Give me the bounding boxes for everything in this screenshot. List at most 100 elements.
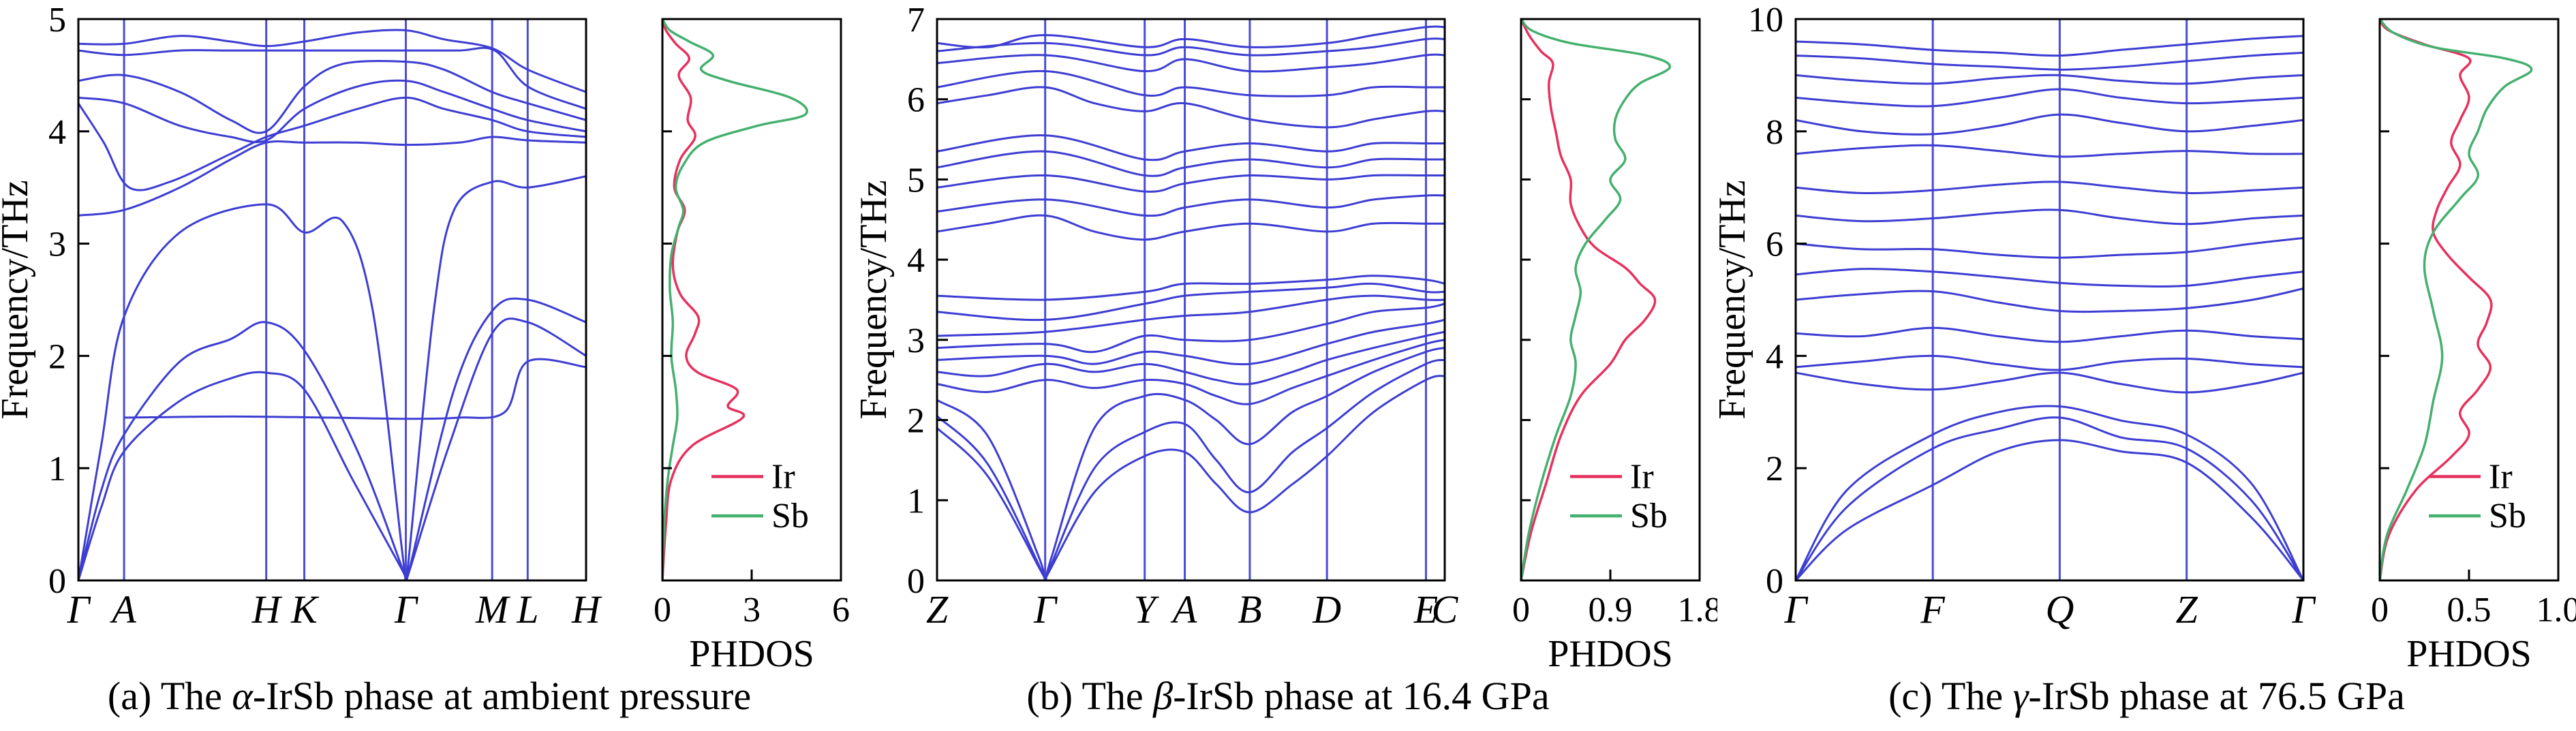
kpoint-label: Γ [394,587,418,632]
y-tick-label: 0 [48,562,66,601]
frequency-axis-label: Frequency/THz [859,180,895,419]
phonon-band-curve [78,29,586,93]
phonon-band-curve [937,150,1445,177]
phonon-band-curve [937,53,1445,73]
y-tick-label: 2 [1766,450,1783,488]
y-tick-label: 4 [1766,337,1783,376]
phonon-band-curve [78,136,586,217]
caption-rest: -IrSb phase at ambient pressure [252,674,752,718]
phonon-band-curve [937,318,1445,366]
dos-x-tick-label: 3 [743,591,761,629]
legend-label-ir: Ir [1630,458,1654,497]
y-tick-label: 3 [907,322,925,360]
phonon-band-curve [937,294,1445,337]
phdos-curve-ir [2380,19,2493,580]
dos-x-tick-label: 1.8 [1678,591,1718,629]
kpoint-label: A [1170,587,1197,632]
y-tick-label: 2 [907,402,925,441]
phonon-band-curve [1796,416,2303,580]
phonon-band-curve [1796,74,2303,85]
y-tick-label: 1 [48,450,66,488]
caption-prefix: (b) The [1026,674,1154,718]
phonon-band-curve [937,174,1445,193]
phdos-curve-ir [1521,19,1657,580]
kpoint-label: F [1920,587,1945,632]
dos-x-tick-label: 0.5 [2447,591,2491,629]
kpoint-label: A [109,587,136,632]
frequency-axis-label: Frequency/THz [1717,180,1753,419]
kpoint-label: Γ [67,587,91,632]
panel-caption-c: (c) The γ-IrSb phase at 76.5 GPa [1717,673,2576,719]
phonon-band-curve [78,96,586,191]
legend-label-sb: Sb [2489,497,2526,535]
phonon-band-curve [1796,354,2303,371]
dos-x-tick-label: 0.9 [1589,591,1633,629]
y-tick-label: 1 [907,482,925,520]
kpoint-label: H [251,587,283,632]
legend-label-ir: Ir [771,458,795,497]
phonon-band-curve [937,302,1445,354]
panel-a: 0 1 2 3 4 5 Frequency/THz Γ A H K Γ M L H 0 3 6 PHDOS Ir Sb… [0,0,859,731]
phonon-band-curve [1796,88,2303,108]
dos-x-tick-label: 0 [654,591,671,629]
phonon-band-curve [1796,268,2303,288]
caption-rest: -IrSb phase at 76.5 GPa [2028,674,2405,718]
phonon-band-curve [937,86,1445,129]
phonon-band-curve [937,25,1445,49]
y-tick-label: 4 [48,113,66,152]
dos-x-tick-label: 6 [832,591,850,629]
phonon-band-curve [937,37,1445,57]
y-tick-label: 0 [1766,562,1783,601]
y-tick-label: 6 [907,81,925,120]
phonon-band-curve [78,79,586,144]
frequency-axis-label: Frequency/THz [0,180,36,419]
kpoint-label: B [1238,587,1261,632]
phonon-band-curve [1796,35,2303,57]
y-tick-label: 8 [1766,113,1783,152]
phonon-band-curve [78,317,586,580]
phonon-band-curve [124,358,586,420]
phonon-band-curve [78,59,586,134]
phonon-band-curve [937,330,1445,386]
phonon-band-curve [937,214,1445,241]
dos-x-tick-label: 1.0 [2536,591,2576,629]
y-tick-label: 6 [1766,225,1783,264]
phdos-curve-sb [1521,19,1672,580]
phonon-band-curve [1796,371,2303,394]
dos-x-tick-label: 0 [2371,591,2389,629]
phonon-band-curve [78,46,586,110]
y-tick-label: 2 [48,337,66,376]
y-tick-label: 7 [907,1,925,40]
caption-greek-phase: γ [2012,674,2029,718]
kpoint-label: Z [926,587,949,632]
kpoint-label: H [571,587,602,632]
phdos-curve-ir [662,19,746,580]
y-tick-label: 3 [48,225,66,264]
phonon-band-curve [937,275,1445,301]
legend-label-sb: Sb [771,497,809,535]
phdos-plot-frame [661,18,842,582]
phonon-band-curve [937,358,1445,580]
panel-c: 0 2 4 6 8 10 Frequency/THz Γ F Q Z Γ 0 0.5 1.0 PHDOS Ir… [1717,0,2576,731]
phonon-band-curve [937,375,1445,580]
panel-b: 0 1 2 3 4 5 6 7 Frequency/THz Z Γ Y A B D E C 0 0.9 1.8 PHD… [859,0,1717,731]
band-structure-plot-c: 0 2 4 6 8 10 Frequency/THz Γ F Q Z Γ [1717,1,2316,632]
y-tick-label: 10 [1748,1,1783,40]
phonon-band-curve [78,175,586,580]
y-tick-label: 4 [907,241,925,280]
kpoint-label: Y [1134,587,1160,632]
phonon-band-curve [1796,144,2303,158]
kpoint-label: E [1413,587,1438,632]
kpoint-label: Q [2045,587,2074,632]
kpoint-label: Γ [1033,587,1058,632]
phdos-plot-frame [1520,18,1701,582]
phonon-band-curve [1796,236,2303,259]
phonon-band-curve [1796,326,2303,343]
legend-label-ir: Ir [2489,458,2513,497]
panel-caption-a: (a) The α-IrSb phase at ambient pressure [0,673,859,719]
kpoint-label: M [475,587,510,632]
y-tick-label: 5 [48,1,66,40]
kpoint-label: L [516,587,538,632]
